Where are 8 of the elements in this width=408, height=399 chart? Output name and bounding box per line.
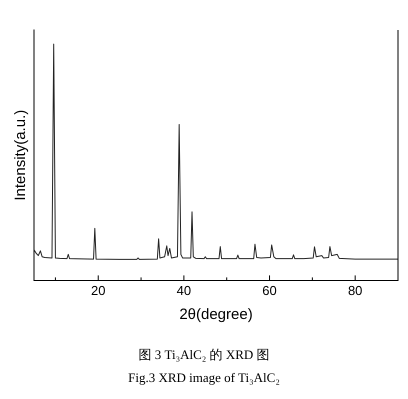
x-tick-label: 20: [91, 282, 106, 298]
x-tick-label: 40: [176, 282, 192, 298]
x-tick-label: 80: [348, 282, 362, 298]
caption: Fig.3 XRD image of Ti₃AlC₂: [127, 370, 281, 386]
x-tick-label: 60: [262, 282, 277, 298]
x-axis-title: 2θ(degree): [179, 306, 253, 324]
y-axis-title: Intensity(a.u.): [12, 110, 30, 201]
caption: 图 3 Ti₃AlC₂ 的 XRD 图: [137, 346, 271, 364]
